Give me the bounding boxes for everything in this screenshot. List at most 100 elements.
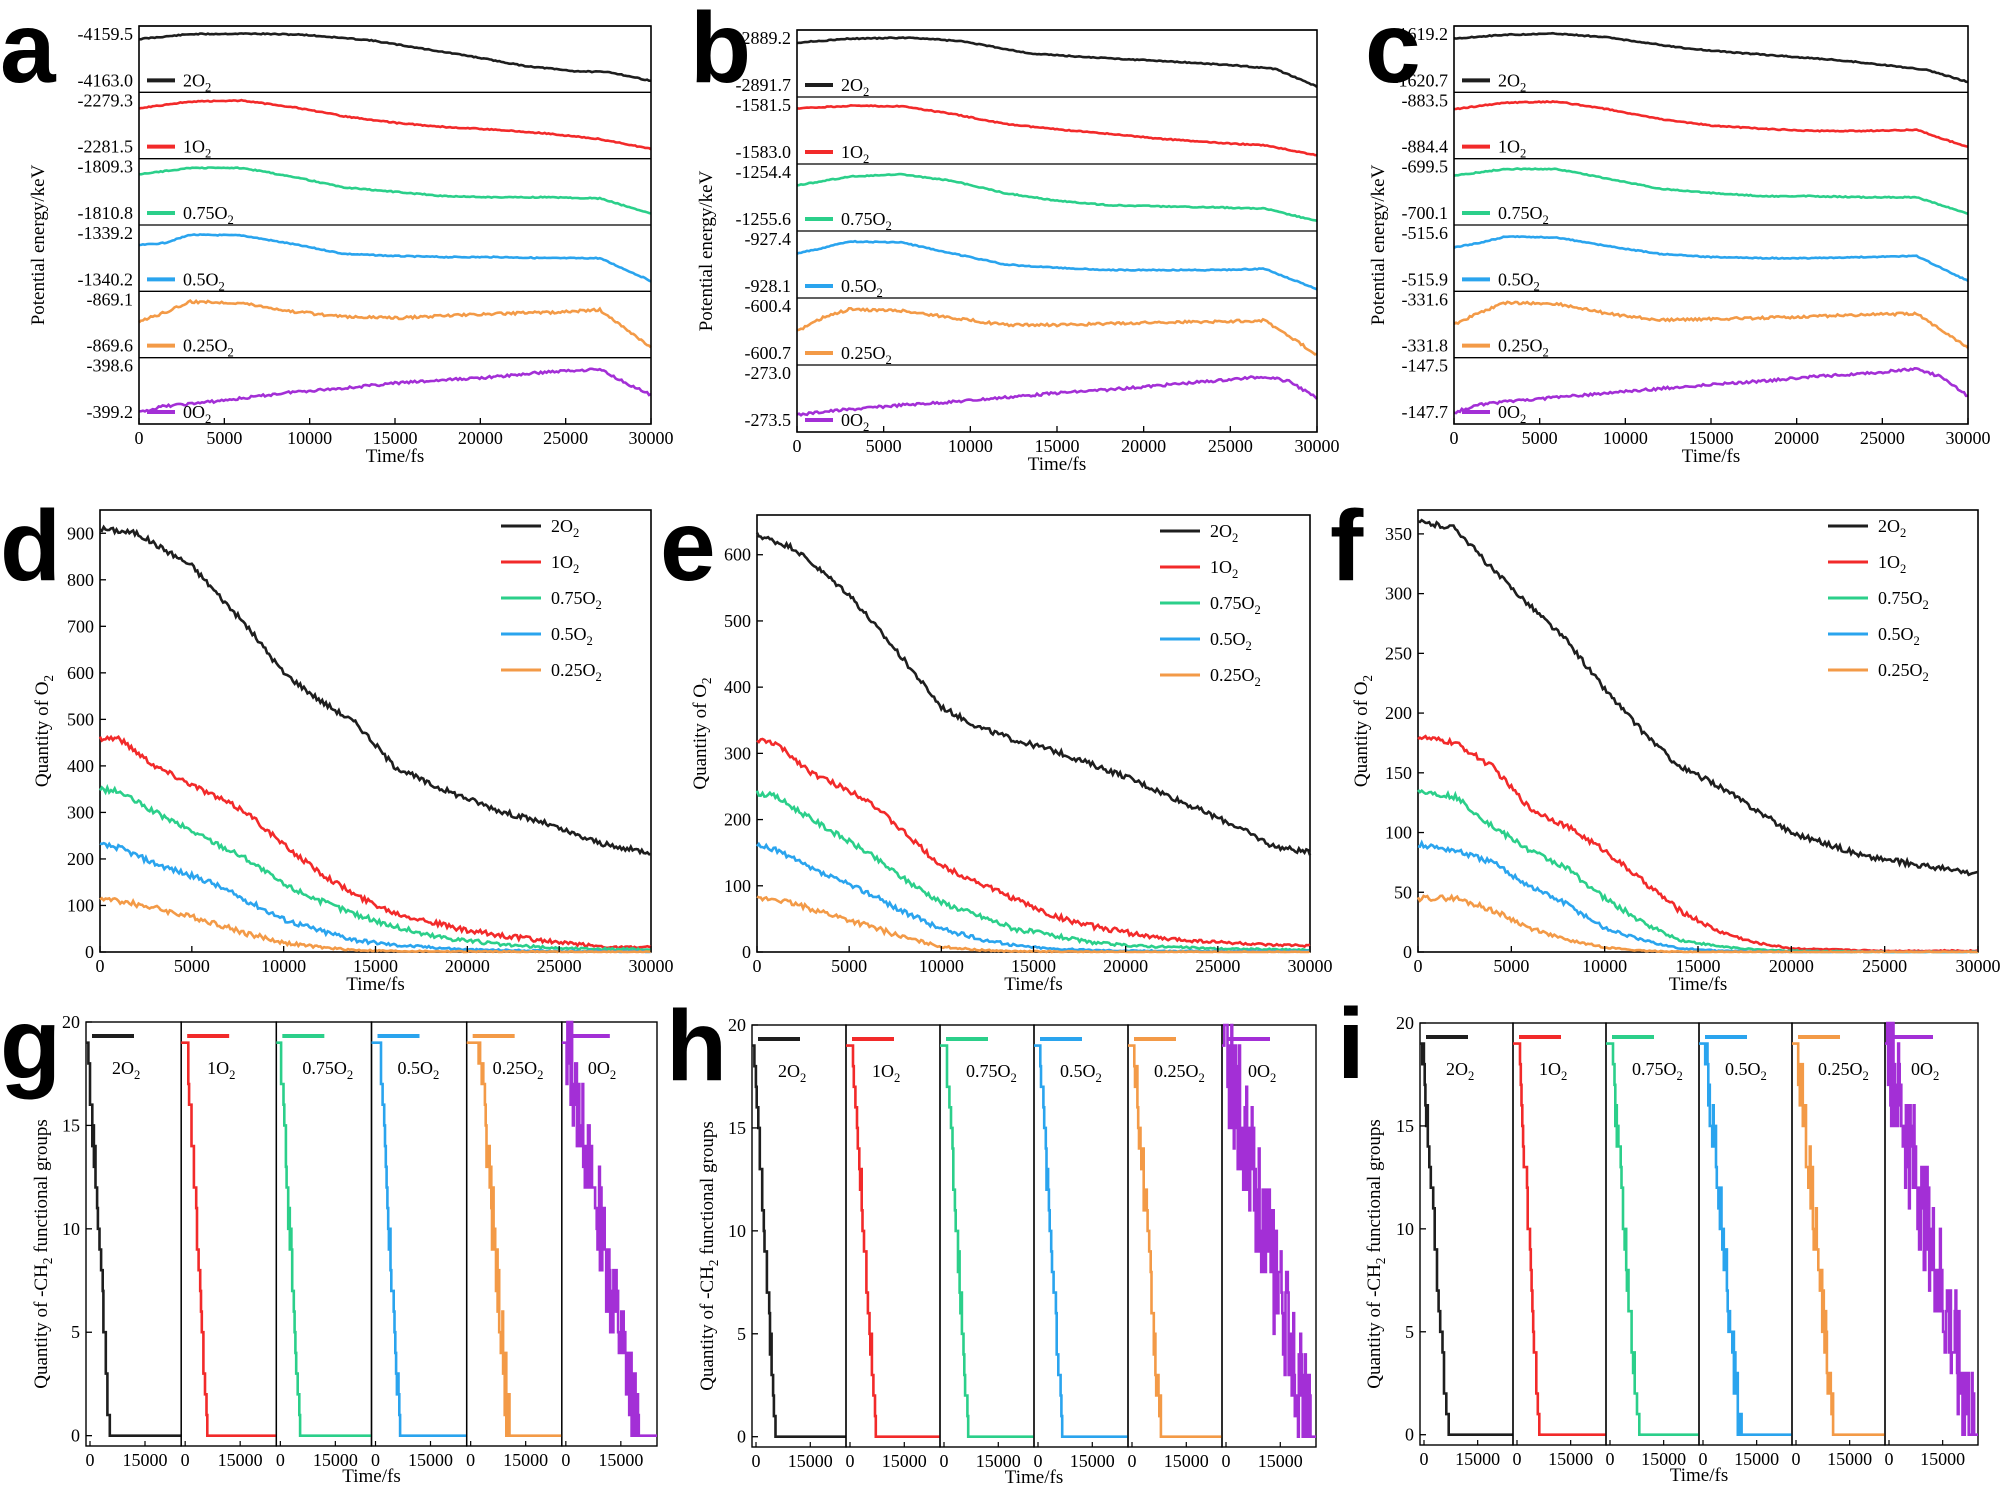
x-tick-label: 15000: [976, 1451, 1021, 1471]
x-tick-label: 0: [1513, 1449, 1522, 1469]
x-tick-label: 25000: [1860, 428, 1905, 448]
x-axis-title: Time/fs: [1028, 454, 1086, 475]
subplot-frame: [939, 1024, 1035, 1448]
series-line: [138, 166, 652, 215]
y-tick-label: 500: [67, 709, 94, 729]
x-tick-label: 15000: [1258, 1451, 1303, 1471]
x-tick-label: 15000: [1734, 1449, 1779, 1469]
legend-label: 1O2: [1878, 552, 1906, 576]
x-tick-label: 20000: [458, 428, 503, 448]
x-tick-label: 0: [96, 956, 105, 976]
y-tick-label: 200: [1385, 703, 1412, 723]
y-tick-label: -927.4: [745, 229, 792, 249]
legend-label: 2O2: [1210, 521, 1238, 545]
y-tick-label: -331.6: [1402, 289, 1449, 309]
y-tick-label: 10: [728, 1221, 746, 1241]
series-line: [1453, 167, 1969, 215]
x-tick-label: 15000: [373, 428, 418, 448]
y-tick-label: 20: [1396, 1013, 1414, 1033]
legend-label: 2O2: [1878, 516, 1906, 540]
subplot-frame: [1127, 1024, 1223, 1448]
x-axis-title: Time/fs: [1004, 974, 1062, 995]
series-line: [1453, 100, 1969, 149]
series-line: [846, 1044, 940, 1438]
series-line: [561, 1020, 657, 1437]
y-axis-title: Quantity of -CH2 functional groups: [697, 1121, 721, 1390]
legend-label: 2O2: [551, 516, 579, 540]
subplot-frame: [370, 1021, 468, 1447]
x-tick-label: 0: [793, 436, 802, 456]
panel-b: b-2889.2 -2891.7 2O2 -1581.5 -1583.0 1O2 -1254…: [690, 0, 1340, 475]
legend-label: 2O2: [778, 1061, 806, 1085]
legend-label: 0.25O2: [1154, 1061, 1205, 1085]
legend-label: 0.75O2: [183, 203, 234, 227]
y-tick-label: 400: [67, 756, 94, 776]
series-line: [1453, 366, 1968, 415]
y-tick-label: -699.5: [1402, 157, 1449, 177]
x-tick-label: 30000: [1956, 956, 2001, 976]
y-axis-title: Quantity of -CH2 functional groups: [31, 1119, 55, 1388]
legend-label: 0.75O2: [841, 209, 892, 233]
legend-label: 1O2: [841, 142, 869, 166]
series-line: [796, 103, 1318, 157]
y-tick-label: -515.9: [1402, 269, 1449, 289]
x-tick-label: 0: [561, 1450, 570, 1470]
x-tick-label: 20000: [1121, 436, 1166, 456]
legend-label: 0.75O2: [1498, 203, 1549, 227]
y-tick-label: 350: [1385, 524, 1412, 544]
series-line: [755, 532, 1312, 856]
subplot-frame: [1698, 1022, 1793, 1446]
panel-label: a: [0, 0, 57, 104]
x-tick-label: 15000: [1070, 1451, 1115, 1471]
y-tick-label: 800: [67, 570, 94, 590]
series-line: [138, 31, 651, 82]
y-tick-label: 700: [67, 616, 94, 636]
y-tick-label: 0: [737, 1427, 746, 1447]
legend-label: 0.75O2: [302, 1058, 353, 1082]
y-tick-label: 0: [71, 1426, 80, 1446]
legend-label: 1O2: [183, 137, 211, 161]
y-axis-title: Quantity of O2: [690, 677, 714, 789]
y-tick-label: -1619.2: [1393, 24, 1449, 44]
y-tick-label: -1581.5: [736, 95, 792, 115]
x-tick-label: 0: [1034, 1451, 1043, 1471]
y-tick-label: 100: [1385, 823, 1412, 843]
x-tick-label: 0: [86, 1450, 95, 1470]
y-tick-label: -147.7: [1402, 402, 1449, 422]
panel-f: f 2O2 1O2 0.75O2 0.5O2 0.25O2 0 5000 10000 15000 2…: [1330, 490, 2001, 995]
series-line: [181, 1041, 277, 1437]
y-tick-label: -1255.6: [736, 209, 792, 229]
y-tick-label: -399.2: [87, 402, 134, 422]
y-tick-label: 20: [728, 1015, 746, 1035]
legend-label: 0.75O2: [551, 588, 602, 612]
x-axis-title: Time/fs: [1669, 974, 1727, 995]
y-tick-label: -4159.5: [78, 24, 134, 44]
series-line: [755, 841, 1311, 954]
x-tick-label: 30000: [1946, 428, 1991, 448]
series-line: [98, 734, 652, 951]
legend-label: 2O2: [841, 75, 869, 99]
x-tick-label: 15000: [788, 1451, 833, 1471]
panel-label: e: [660, 490, 716, 602]
x-tick-label: 15000: [1641, 1449, 1686, 1469]
panel-a: a -4159.5 -4163.0 2O2 -2279.3 -2281.5 1O2 -1809…: [0, 0, 674, 467]
x-tick-label: 15000: [218, 1450, 263, 1470]
subplot-frame: [1033, 1024, 1129, 1448]
x-tick-label: 15000: [1689, 428, 1734, 448]
x-tick-label: 0: [1222, 1451, 1231, 1471]
y-tick-label: -1620.7: [1393, 70, 1449, 90]
x-tick-label: 25000: [537, 956, 582, 976]
legend-label: 0.25O2: [493, 1058, 544, 1082]
x-tick-label: 15000: [123, 1450, 168, 1470]
x-tick-label: 10000: [1603, 428, 1648, 448]
legend-label: 0.75O2: [966, 1061, 1017, 1085]
series-line: [1128, 1044, 1222, 1438]
series-line: [796, 307, 1318, 356]
x-tick-label: 15000: [1827, 1449, 1872, 1469]
subplot-frame: [180, 1021, 278, 1447]
legend-label: 0O2: [1911, 1059, 1939, 1083]
legend-label: 0.25O2: [1878, 660, 1929, 684]
legend-label: 0.5O2: [1060, 1061, 1102, 1085]
legend-label: 0.25O2: [841, 343, 892, 367]
y-tick-label: -869.1: [87, 289, 134, 309]
